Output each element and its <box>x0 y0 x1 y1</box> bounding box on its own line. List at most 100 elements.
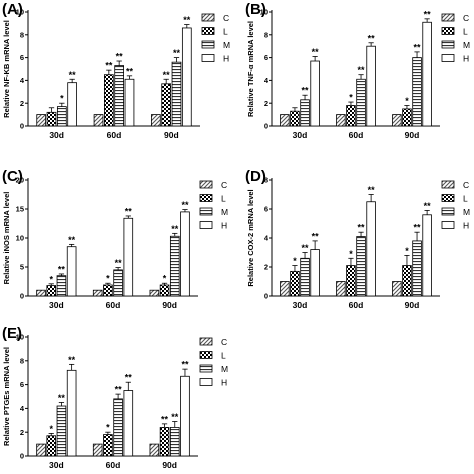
legend-label-C: C <box>463 180 469 190</box>
y-tick-label: 4 <box>264 76 269 85</box>
legend-swatch-H <box>441 221 455 229</box>
legend-swatch-M <box>199 207 213 216</box>
legend-swatch-H <box>199 221 213 229</box>
significance-label: * <box>349 93 353 103</box>
bar-L-90d <box>159 427 170 457</box>
legend-swatch-C <box>441 13 455 22</box>
bar-C-30d <box>280 281 290 297</box>
x-tick-label: 90d <box>162 460 177 470</box>
bar-H-60d <box>366 45 376 127</box>
bar-M-60d <box>356 78 366 127</box>
significance-label: * <box>293 256 297 266</box>
legend-swatch-M <box>441 40 455 49</box>
bar-L-60d <box>346 105 356 127</box>
y-tick-label: 0 <box>20 122 24 131</box>
chart-panel-2: (B)Relative TNF-α mRNA level0246810****3… <box>245 1 470 140</box>
y-tick-label: 0 <box>20 292 24 301</box>
bar-C-60d <box>92 443 103 457</box>
bar-L-30d <box>46 435 57 457</box>
bar-H-60d <box>123 390 134 457</box>
y-tick-label: 2 <box>20 99 24 108</box>
legend-label-L: L <box>221 194 226 204</box>
x-tick-label: 30d <box>49 460 64 470</box>
x-tick-label: 60d <box>107 130 122 140</box>
bar-M-90d <box>412 57 422 127</box>
legend-swatch-M <box>199 364 213 373</box>
bar-H-30d <box>310 60 320 127</box>
significance-label: ** <box>126 66 134 76</box>
significance-label: * <box>163 274 167 284</box>
significance-label: * <box>49 274 53 284</box>
legend-label-M: M <box>221 207 228 217</box>
x-tick-label: 30d <box>293 130 308 140</box>
y-tick-label: 0 <box>264 122 268 131</box>
significance-label: ** <box>312 47 320 57</box>
bar-H-90d <box>180 375 190 457</box>
y-tick-label: 4 <box>264 234 269 243</box>
y-tick-label: 8 <box>20 30 24 39</box>
chart-panel-5: (E)Relative PTGEs mRNA level0246810*****… <box>2 325 228 470</box>
significance-label: ** <box>58 264 66 274</box>
significance-label: ** <box>414 42 422 52</box>
legend-label-H: H <box>221 378 227 388</box>
y-tick-label: 10 <box>16 234 24 243</box>
significance-label: * <box>405 96 409 106</box>
bar-H-30d <box>310 249 320 297</box>
legend-label-M: M <box>463 207 470 217</box>
bar-M-60d <box>114 65 125 127</box>
legend-swatch-C <box>201 13 215 22</box>
y-tick-label: 15 <box>16 205 24 214</box>
bar-H-90d <box>422 214 432 297</box>
bar-H-60d <box>124 78 135 127</box>
y-tick-label: 10 <box>16 333 24 342</box>
bar-M-30d <box>300 257 310 297</box>
legend-swatch-C <box>441 180 455 189</box>
bar-C-30d <box>36 114 47 127</box>
y-tick-label: 20 <box>16 176 24 185</box>
significance-label: ** <box>161 414 169 424</box>
y-tick-label: 4 <box>20 76 25 85</box>
bar-L-90d <box>159 284 170 297</box>
bar-L-60d <box>346 265 356 297</box>
legend-label-C: C <box>221 337 227 347</box>
significance-label: ** <box>125 206 133 216</box>
legend-label-H: H <box>223 54 229 64</box>
y-axis-label: Relative PTGEs mRNA level <box>2 347 11 446</box>
bar-C-90d <box>151 114 161 127</box>
legend-label-C: C <box>221 180 227 190</box>
legend-swatch-L <box>199 351 213 359</box>
legend-label-L: L <box>223 27 228 37</box>
legend-label-H: H <box>221 221 227 231</box>
bar-H-90d <box>181 27 192 127</box>
bar-L-90d <box>402 265 412 297</box>
bar-M-30d <box>56 106 67 127</box>
y-tick-label: 6 <box>20 53 24 62</box>
significance-label: ** <box>302 243 310 253</box>
bar-H-90d <box>180 211 190 297</box>
y-tick-label: 10 <box>16 8 24 17</box>
bar-C-30d <box>280 114 290 127</box>
y-tick-label: 6 <box>264 205 268 214</box>
y-tick-label: 2 <box>20 428 24 437</box>
bar-M-30d <box>56 405 67 457</box>
significance-label: ** <box>171 224 179 234</box>
y-tick-label: 8 <box>264 30 268 39</box>
legend-swatch-M <box>201 40 215 49</box>
y-tick-label: 8 <box>264 176 268 185</box>
bar-C-60d <box>336 114 346 127</box>
bar-L-30d <box>46 285 57 297</box>
bar-H-30d <box>66 246 77 297</box>
y-tick-label: 0 <box>264 292 268 301</box>
y-tick-label: 4 <box>20 404 25 413</box>
significance-label: * <box>405 246 409 256</box>
legend-label-M: M <box>463 40 470 50</box>
bar-H-60d <box>366 201 376 297</box>
bar-C-30d <box>36 289 46 297</box>
bar-H-30d <box>67 82 77 127</box>
x-tick-label: 60d <box>349 130 364 140</box>
significance-label: ** <box>171 412 179 422</box>
legend-swatch-C <box>199 180 213 189</box>
